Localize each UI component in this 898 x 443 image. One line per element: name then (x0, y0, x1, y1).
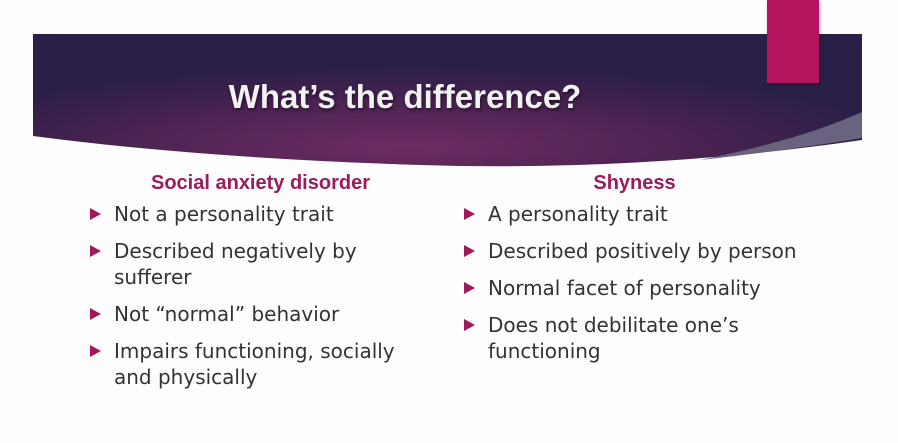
arrow-bullet-icon (90, 245, 101, 257)
right-column: Shyness A personality trait Described po… (462, 172, 842, 375)
list-item: Normal facet of personality (462, 275, 842, 301)
list-item: Does not debilitate one’s functioning (462, 312, 788, 364)
list-item: Impairs functioning, socially and physic… (88, 338, 433, 390)
arrow-bullet-icon (90, 345, 101, 357)
arrow-bullet-icon (464, 282, 475, 294)
list-item: Not “normal” behavior (88, 301, 433, 327)
left-heading: Social anxiety disorder (151, 172, 370, 194)
slide-title: What’s the difference? (228, 78, 582, 115)
arrow-bullet-icon (90, 208, 101, 220)
list-item: Not a personality trait (88, 201, 433, 227)
arrow-bullet-icon (464, 319, 475, 331)
arrow-bullet-icon (464, 245, 475, 257)
arrow-bullet-icon (464, 208, 475, 220)
accent-bar (767, 0, 819, 83)
right-heading: Shyness (593, 172, 676, 194)
list-item: Described positively by person (462, 238, 842, 264)
list-item: Described negatively by sufferer (88, 238, 433, 290)
arrow-bullet-icon (90, 308, 101, 320)
left-column: Social anxiety disorder Not a personalit… (88, 172, 433, 401)
list-item: A personality trait (462, 201, 842, 227)
title-banner (33, 34, 862, 167)
